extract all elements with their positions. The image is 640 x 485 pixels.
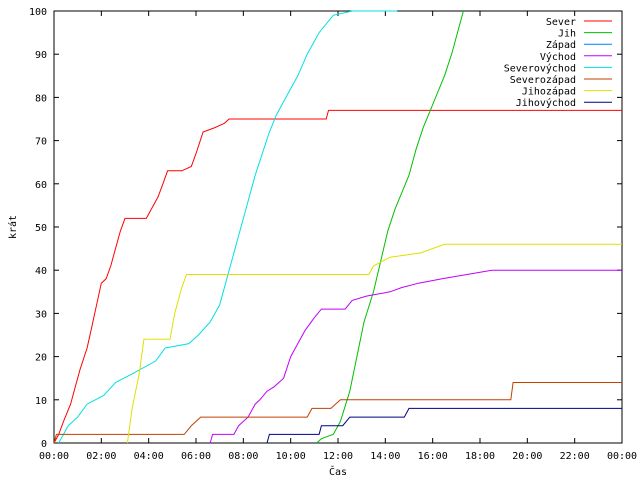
y-tick-label: 90	[35, 50, 47, 61]
series-line	[53, 109, 622, 444]
x-tick-label: 02:00	[86, 451, 116, 462]
x-axis-label: Čas	[329, 465, 347, 478]
y-tick-label: 30	[35, 309, 47, 320]
series-layer	[53, 10, 622, 444]
legend-label: Jihozápad	[522, 86, 576, 98]
y-axis-label: krát	[7, 215, 19, 239]
legend-label: Jih	[558, 29, 576, 40]
x-tick-label: 08:00	[228, 451, 258, 462]
y-axis: 0 10 20 30 40 50 60 70 80 90 100	[29, 7, 622, 450]
x-tick-label: 20:00	[512, 451, 542, 462]
series-line	[58, 10, 398, 444]
x-tick-label: 10:00	[276, 451, 306, 462]
y-tick-label: 70	[35, 137, 47, 148]
x-axis: 00:00 02:00 04:00 06:00 08:00 10:00 12:00 14:00…	[39, 11, 637, 462]
legend-label: Sever	[546, 17, 576, 28]
y-tick-label: 50	[35, 223, 47, 234]
y-tick-label: 40	[35, 266, 47, 277]
y-tick-label: 80	[35, 93, 47, 104]
series-line	[209, 269, 622, 444]
x-tick-label: 00:00	[607, 451, 637, 462]
legend-label: Východ	[540, 51, 576, 63]
series-line	[126, 243, 622, 444]
x-tick-label: 18:00	[465, 451, 495, 462]
legend-label: Severozápad	[510, 74, 576, 86]
x-tick-label: 00:00	[39, 451, 69, 462]
legend-label: Jihovýchod	[516, 97, 576, 109]
series-line	[316, 10, 464, 444]
y-tick-label: 60	[35, 180, 47, 191]
x-tick-label: 22:00	[560, 451, 590, 462]
y-tick-label: 10	[35, 396, 47, 407]
x-tick-label: 14:00	[370, 451, 400, 462]
x-tick-label: 16:00	[418, 451, 448, 462]
series-line	[53, 382, 622, 444]
series-line	[266, 407, 622, 444]
legend-label: Západ	[546, 39, 576, 51]
legend: SeverJihZápadVýchodSeverovýchodSeverozáp…	[504, 17, 612, 109]
y-tick-label: 20	[35, 353, 47, 364]
x-tick-label: 04:00	[134, 451, 164, 462]
y-tick-label: 0	[41, 439, 47, 450]
x-tick-label: 12:00	[323, 451, 353, 462]
x-tick-label: 06:00	[181, 451, 211, 462]
y-tick-label: 100	[29, 7, 47, 18]
legend-label: Severovýchod	[504, 62, 576, 74]
